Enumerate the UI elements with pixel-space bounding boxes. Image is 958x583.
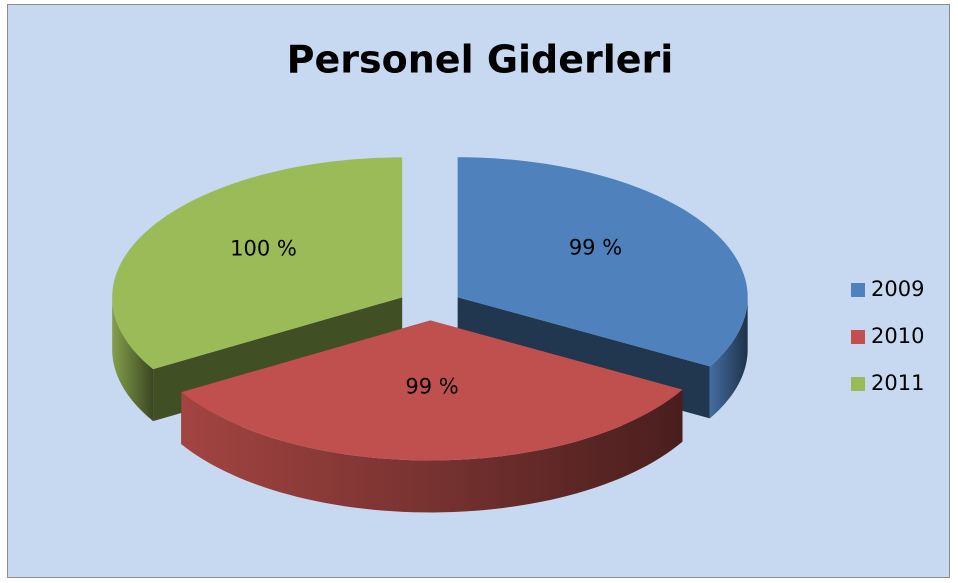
slice-outer-wall [112, 297, 154, 422]
slice [181, 320, 683, 461]
legend-label: 2011 [871, 371, 924, 395]
data-label: 100 % [230, 236, 297, 260]
slice [457, 157, 748, 367]
data-label: 99 % [569, 235, 622, 259]
legend-swatch [851, 377, 865, 391]
slice [112, 157, 403, 370]
data-label: 99 % [405, 374, 458, 398]
slice-outer-wall [709, 297, 748, 419]
chart-title: Personel Giderleri [287, 38, 674, 82]
legend-swatch [851, 283, 865, 297]
legend-label: 2009 [871, 277, 924, 301]
legend-swatch [851, 330, 865, 344]
slice-outer-wall [181, 389, 683, 513]
legend-label: 2010 [871, 324, 924, 348]
